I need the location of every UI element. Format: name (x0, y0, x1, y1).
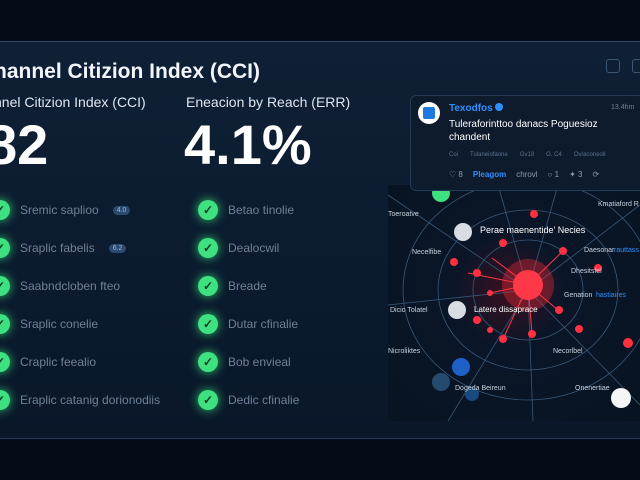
link-button[interactable]: Pleagom (472, 170, 507, 179)
network-svg (388, 185, 640, 421)
check-icon: ✓ (198, 352, 218, 372)
post-author[interactable]: Texodfos (449, 103, 493, 114)
share-button[interactable]: ○ 1 (547, 170, 560, 179)
check-icon: ✓ (198, 276, 218, 296)
badge: 4.0 (112, 205, 131, 215)
metric-label-err: Eneacion by Reach (ERR) (186, 94, 351, 110)
check-icon: ✓ (0, 238, 10, 258)
chat-icon (611, 388, 631, 408)
window-icon[interactable] (606, 59, 620, 73)
list-item[interactable]: ✓Craplic feealio (0, 352, 96, 372)
like-button[interactable]: ♡ 8 (449, 170, 463, 179)
check-icon: ✓ (198, 200, 218, 220)
menu-icon[interactable] (632, 59, 640, 73)
post-text: Tuleraforinttoo danacs Poguesioz chanden… (449, 119, 598, 143)
check-icon: ✓ (0, 352, 10, 372)
hub-node (513, 270, 543, 300)
metric-value-cci: 82 (0, 113, 49, 176)
globe-icon (465, 387, 479, 401)
check-icon: ✓ (198, 390, 218, 410)
list-item[interactable]: ✓ Breade (198, 276, 267, 296)
check-icon: ✓ (0, 314, 10, 334)
metric-value-err: 4.1% (184, 113, 312, 176)
check-icon: ✓ (0, 390, 10, 410)
avatar (448, 301, 466, 319)
check-icon: ✓ (0, 200, 10, 220)
post-time: 13.4hm (611, 104, 635, 111)
comment-button[interactable]: chrovl (516, 170, 538, 179)
gift-button[interactable]: ✦ 3 (569, 170, 583, 179)
page-title: hannel Citizion Index (CCI) (0, 60, 260, 83)
network-graph: Toeroatve Kmatiaford R Perae maenentide'… (388, 185, 640, 421)
nodes (450, 210, 633, 348)
post-actions: ♡ 8 Pleagom chrovl ○ 1 ✦ 3 ⟳ (449, 170, 599, 179)
post-meta: Coi Tulaneiofaone Gv18 G. C4 Ov/aconeoll (449, 152, 606, 158)
check-icon: ✓ (198, 238, 218, 258)
app-logo (418, 102, 440, 124)
list-item[interactable]: ✓ Dealocwil (198, 238, 279, 258)
more-icon[interactable]: ⟳ (592, 170, 600, 179)
list-item[interactable]: ✓ Bob envieal (198, 352, 291, 372)
metric-label-cci: nnel Citizion Index (CCI) (0, 94, 146, 110)
list-item[interactable]: ✓Eraplic catanig dorionodiis (0, 390, 160, 410)
avatar (454, 223, 472, 241)
list-item[interactable]: ✓ Dutar cfinalie (198, 314, 298, 334)
check-icon: ✓ (0, 276, 10, 296)
badge: 6.2 (108, 243, 127, 253)
check-icon: ✓ (198, 314, 218, 334)
group-icon (452, 358, 470, 376)
list-item[interactable]: ✓Saabndcloben fteo (0, 276, 120, 296)
post-card[interactable]: Texodfos 13.4hm Tuleraforinttoo danacs P… (410, 95, 640, 191)
avatar (432, 373, 450, 391)
list-item[interactable]: ✓ Betao tinolie (198, 200, 294, 220)
list-item[interactable]: ✓ Dedic cfinalie (198, 390, 299, 410)
list-item[interactable]: ✓Sraplic conelie (0, 314, 98, 334)
verified-icon (495, 103, 503, 111)
